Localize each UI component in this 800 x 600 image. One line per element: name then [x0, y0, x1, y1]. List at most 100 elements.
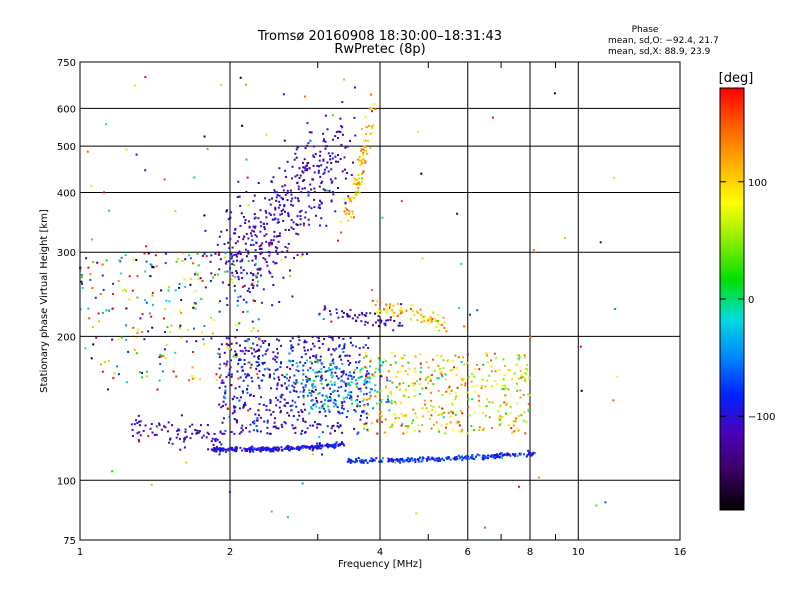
data-point — [308, 223, 311, 226]
data-point — [524, 432, 527, 435]
data-point — [341, 310, 344, 313]
data-point — [294, 401, 297, 404]
data-point — [314, 385, 317, 388]
data-point — [339, 425, 342, 427]
data-point — [471, 457, 474, 460]
y-tick-label: 75 — [63, 536, 76, 547]
data-point — [481, 456, 484, 459]
data-point — [251, 229, 254, 232]
data-point — [430, 391, 433, 394]
data-point — [224, 392, 227, 395]
data-point — [414, 370, 417, 373]
data-point — [436, 319, 439, 322]
data-point — [355, 385, 358, 388]
data-point — [271, 218, 274, 221]
data-point — [348, 371, 351, 374]
data-point — [483, 454, 486, 457]
data-point — [429, 458, 432, 461]
data-point — [502, 454, 505, 457]
data-point — [229, 216, 232, 219]
data-point — [242, 392, 244, 394]
data-point — [490, 455, 493, 458]
data-point — [245, 376, 248, 379]
data-point — [399, 309, 402, 312]
data-point — [344, 383, 347, 386]
data-point — [358, 177, 360, 180]
data-point — [495, 453, 498, 456]
data-point — [527, 403, 530, 405]
data-point — [337, 154, 339, 157]
data-point — [313, 171, 316, 174]
data-point — [405, 431, 408, 434]
data-point — [373, 375, 376, 378]
data-point — [340, 231, 343, 234]
data-point — [522, 375, 525, 378]
data-point — [244, 242, 247, 245]
data-point — [523, 453, 525, 456]
data-point — [304, 384, 307, 387]
data-point — [259, 267, 262, 270]
data-point — [474, 368, 477, 371]
data-point — [427, 318, 430, 321]
data-point — [223, 351, 226, 354]
data-point — [241, 258, 244, 261]
data-point — [443, 321, 446, 323]
data-point — [249, 407, 252, 410]
data-point — [282, 208, 285, 211]
data-point — [522, 393, 525, 396]
data-point — [309, 139, 312, 142]
data-point — [337, 386, 340, 389]
data-point — [258, 387, 261, 390]
data-point — [335, 160, 337, 163]
data-point — [257, 376, 260, 379]
data-point — [376, 300, 379, 303]
data-point — [378, 414, 381, 417]
data-point — [424, 403, 426, 406]
data-point — [272, 351, 275, 354]
data-point — [444, 426, 447, 429]
data-point — [192, 306, 195, 309]
data-point — [165, 343, 168, 346]
data-point — [482, 454, 485, 457]
data-point — [178, 327, 181, 330]
data-point — [230, 342, 233, 345]
data-point — [233, 264, 236, 266]
data-point — [239, 446, 242, 449]
data-point — [353, 116, 356, 119]
data-point — [427, 366, 430, 369]
data-point — [342, 371, 345, 374]
data-point — [222, 395, 225, 398]
data-point — [440, 413, 443, 416]
data-point — [379, 390, 382, 393]
data-point — [401, 423, 404, 426]
data-point — [379, 301, 382, 304]
data-point — [274, 355, 277, 358]
data-point — [197, 278, 200, 281]
data-point — [300, 432, 303, 435]
data-point — [236, 299, 239, 302]
data-point — [138, 440, 140, 443]
data-point — [250, 243, 252, 246]
data-point — [177, 428, 180, 431]
data-point — [141, 371, 143, 374]
data-point — [350, 174, 353, 176]
data-point — [203, 325, 206, 328]
data-point — [295, 379, 298, 382]
data-point — [478, 404, 481, 407]
data-point — [257, 409, 260, 412]
data-point — [266, 419, 269, 422]
data-point — [402, 382, 405, 385]
data-point — [331, 190, 334, 193]
data-point — [262, 342, 265, 344]
data-point — [235, 356, 238, 359]
data-point — [221, 379, 224, 382]
data-point — [477, 394, 480, 397]
data-point — [331, 368, 334, 371]
data-point — [333, 444, 336, 447]
data-point — [277, 376, 280, 379]
data-point — [224, 262, 227, 265]
data-point — [321, 394, 324, 397]
data-point — [231, 263, 234, 266]
data-point — [275, 396, 277, 399]
data-point — [341, 431, 344, 434]
